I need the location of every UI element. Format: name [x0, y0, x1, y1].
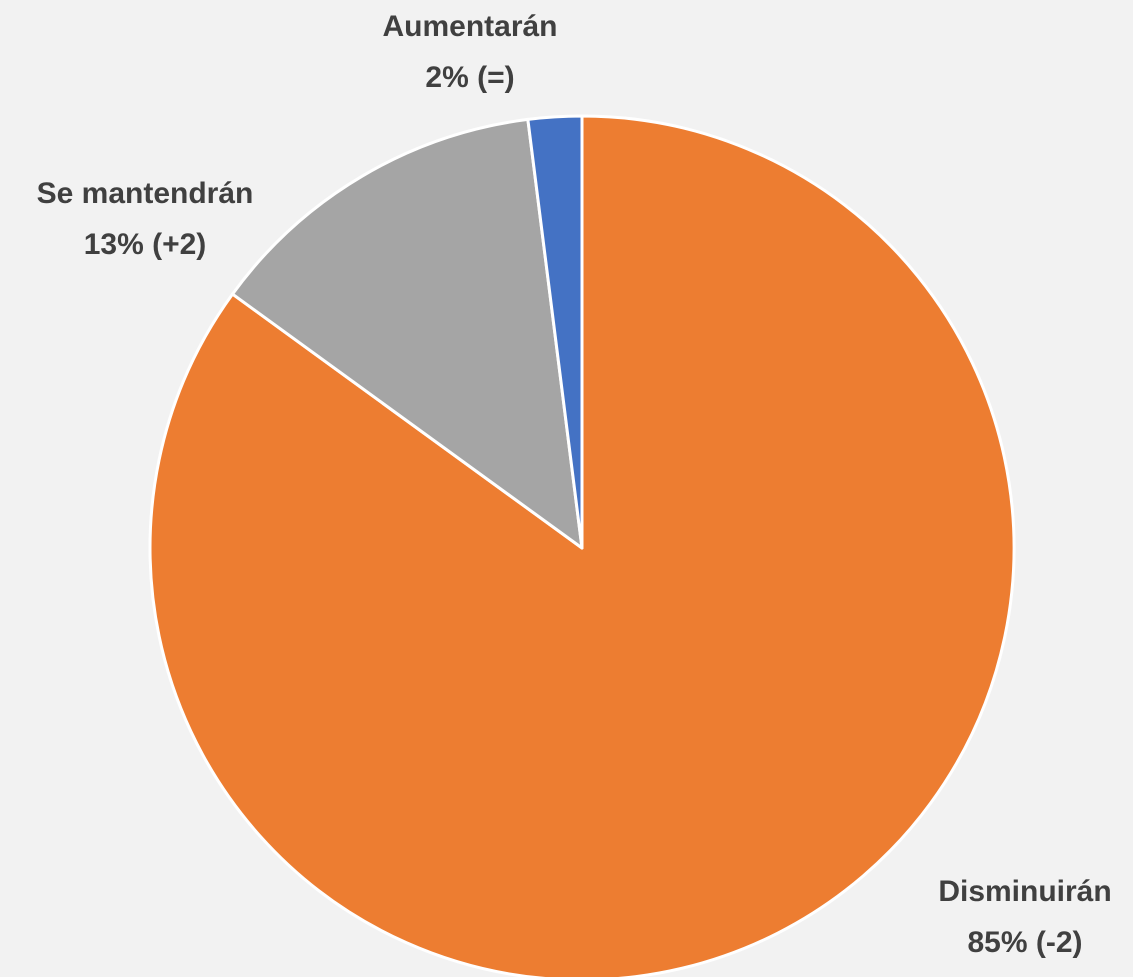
- slice-category-label: Se mantendrán: [37, 177, 254, 210]
- pie-slice: [526, 114, 584, 550]
- slice-value-label: 2% (=): [425, 61, 514, 94]
- slice-value-label: 13% (+2): [84, 228, 207, 261]
- slice-category-label: Aumentarán: [382, 10, 557, 43]
- slice-category-label: Disminuirán: [938, 875, 1111, 908]
- pie-slice: [231, 117, 584, 550]
- pie-slice: [148, 114, 1016, 977]
- slice-value-label: 85% (-2): [967, 926, 1082, 959]
